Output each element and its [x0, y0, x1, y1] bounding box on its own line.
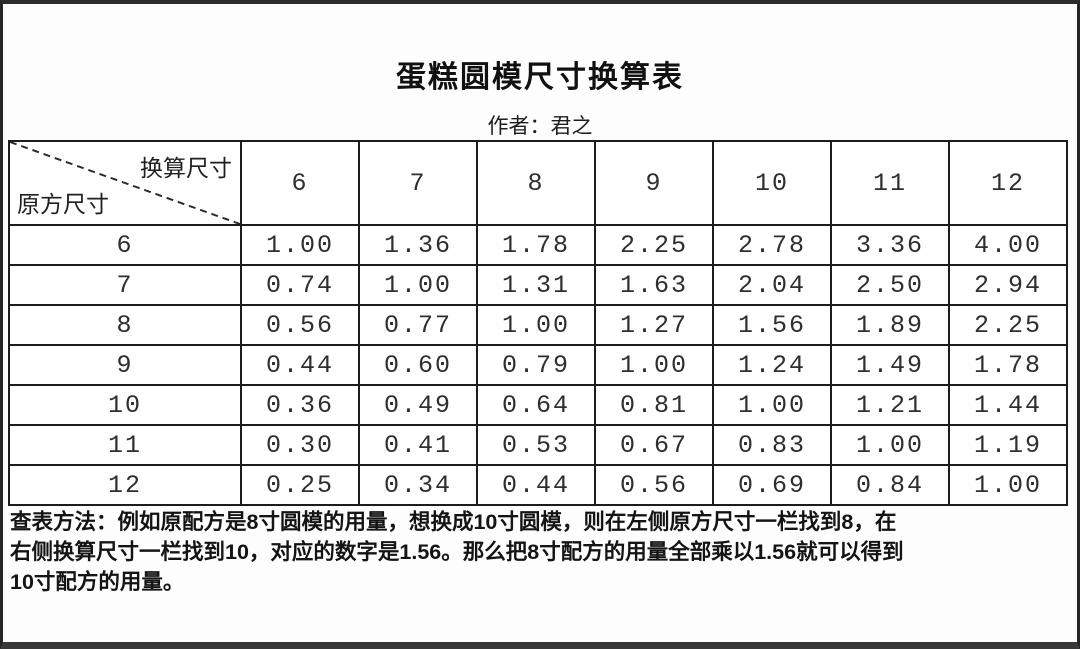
table-cell: 1.36	[358, 224, 478, 266]
table-cell: 1.44	[948, 384, 1068, 426]
table-cell: 0.84	[830, 464, 950, 506]
table-cell: 0.60	[358, 344, 478, 386]
row-header: 6	[8, 224, 242, 266]
note-line: 右侧换算尺寸一栏找到10，对应的数字是1.56。那么把8寸配方的用量全部乘以1.…	[10, 540, 904, 564]
table-cell: 1.00	[594, 344, 714, 386]
table-cell: 1.78	[948, 344, 1068, 386]
table-cell: 1.27	[594, 304, 714, 346]
table-row: 7 0.74 1.00 1.31 1.63 2.04 2.50 2.94	[8, 264, 1068, 306]
table-cell: 0.44	[476, 464, 596, 506]
table-row: 10 0.36 0.49 0.64 0.81 1.00 1.21 1.44	[8, 384, 1068, 426]
author-line: 作者：君之	[487, 115, 593, 138]
table-cell: 0.74	[240, 264, 360, 306]
page-title: 蛋糕圆模尺寸换算表	[396, 61, 684, 94]
column-header: 10	[712, 140, 832, 226]
row-header: 7	[8, 264, 242, 306]
row-header: 11	[8, 424, 242, 466]
table-row: 9 0.44 0.60 0.79 1.00 1.24 1.49 1.78	[8, 344, 1068, 386]
table-cell: 2.25	[594, 224, 714, 266]
table-cell: 1.78	[476, 224, 596, 266]
note-line: 10寸配方的用量。	[10, 570, 185, 594]
corner-label-original-size: 原方尺寸	[17, 191, 109, 217]
table-cell: 0.69	[712, 464, 832, 506]
diagonal-divider-line	[11, 143, 239, 223]
table-cell: 1.00	[712, 384, 832, 426]
header-row: 换算尺寸 原方尺寸 6 7 8 9 10 11 12	[8, 140, 1068, 226]
table-cell: 1.24	[712, 344, 832, 386]
table-cell: 0.34	[358, 464, 478, 506]
table-cell: 1.00	[240, 224, 360, 266]
column-header: 6	[240, 140, 360, 226]
table-cell: 0.64	[476, 384, 596, 426]
table-cell: 0.49	[358, 384, 478, 426]
table-cell: 2.04	[712, 264, 832, 306]
column-header: 9	[594, 140, 714, 226]
table-body: 6 1.00 1.36 1.78 2.25 2.78 3.36 4.00 7 0.74 1.00 1.…	[8, 224, 1068, 506]
table-cell: 0.81	[594, 384, 714, 426]
table-cell: 1.63	[594, 264, 714, 306]
table-cell: 0.44	[240, 344, 360, 386]
table-cell: 2.25	[948, 304, 1068, 346]
table-row: 12 0.25 0.34 0.44 0.56 0.69 0.84 1.00	[8, 464, 1068, 506]
table-cell: 1.56	[712, 304, 832, 346]
row-header: 12	[8, 464, 242, 506]
table-cell: 0.83	[712, 424, 832, 466]
table-cell: 1.00	[948, 464, 1068, 506]
row-header: 8	[8, 304, 242, 346]
row-header: 9	[8, 344, 242, 386]
table-cell: 0.67	[594, 424, 714, 466]
table-cell: 0.25	[240, 464, 360, 506]
row-header: 10	[8, 384, 242, 426]
table-cell: 1.31	[476, 264, 596, 306]
table-cell: 0.79	[476, 344, 596, 386]
table-cell: 1.49	[830, 344, 950, 386]
table-row: 11 0.30 0.41 0.53 0.67 0.83 1.00 1.19	[8, 424, 1068, 466]
table-cell: 0.77	[358, 304, 478, 346]
column-header: 11	[830, 140, 950, 226]
table-cell: 0.30	[240, 424, 360, 466]
table-cell: 0.36	[240, 384, 360, 426]
table-cell: 3.36	[830, 224, 950, 266]
table-cell: 0.56	[240, 304, 360, 346]
conversion-table: 换算尺寸 原方尺寸 6 7 8 9 10 11 12 6 1.00 1.36 1.78 2.25 2.…	[8, 140, 1068, 506]
table-row: 8 0.56 0.77 1.00 1.27 1.56 1.89 2.25	[8, 304, 1068, 346]
table-cell: 0.53	[476, 424, 596, 466]
table-cell: 1.89	[830, 304, 950, 346]
table-cell: 1.00	[830, 424, 950, 466]
column-header: 12	[948, 140, 1068, 226]
table-cell: 4.00	[948, 224, 1068, 266]
corner-label-conversion-size: 换算尺寸	[140, 155, 232, 181]
table-cell: 0.56	[594, 464, 714, 506]
table-cell: 2.94	[948, 264, 1068, 306]
column-header: 8	[476, 140, 596, 226]
table-cell: 1.21	[830, 384, 950, 426]
table-cell: 1.00	[358, 264, 478, 306]
corner-header-cell: 换算尺寸 原方尺寸	[8, 140, 242, 226]
table-cell: 2.78	[712, 224, 832, 266]
table-cell: 0.41	[358, 424, 478, 466]
column-header: 7	[358, 140, 478, 226]
usage-note: 查表方法：例如原配方是8寸圆模的用量，想换成10寸圆模，则在左侧原方尺寸一栏找到…	[10, 507, 1074, 597]
table-cell: 1.19	[948, 424, 1068, 466]
note-line: 查表方法：例如原配方是8寸圆模的用量，想换成10寸圆模，则在左侧原方尺寸一栏找到…	[10, 510, 897, 534]
table-cell: 1.00	[476, 304, 596, 346]
table-cell: 2.50	[830, 264, 950, 306]
table-row: 6 1.00 1.36 1.78 2.25 2.78 3.36 4.00	[8, 224, 1068, 266]
